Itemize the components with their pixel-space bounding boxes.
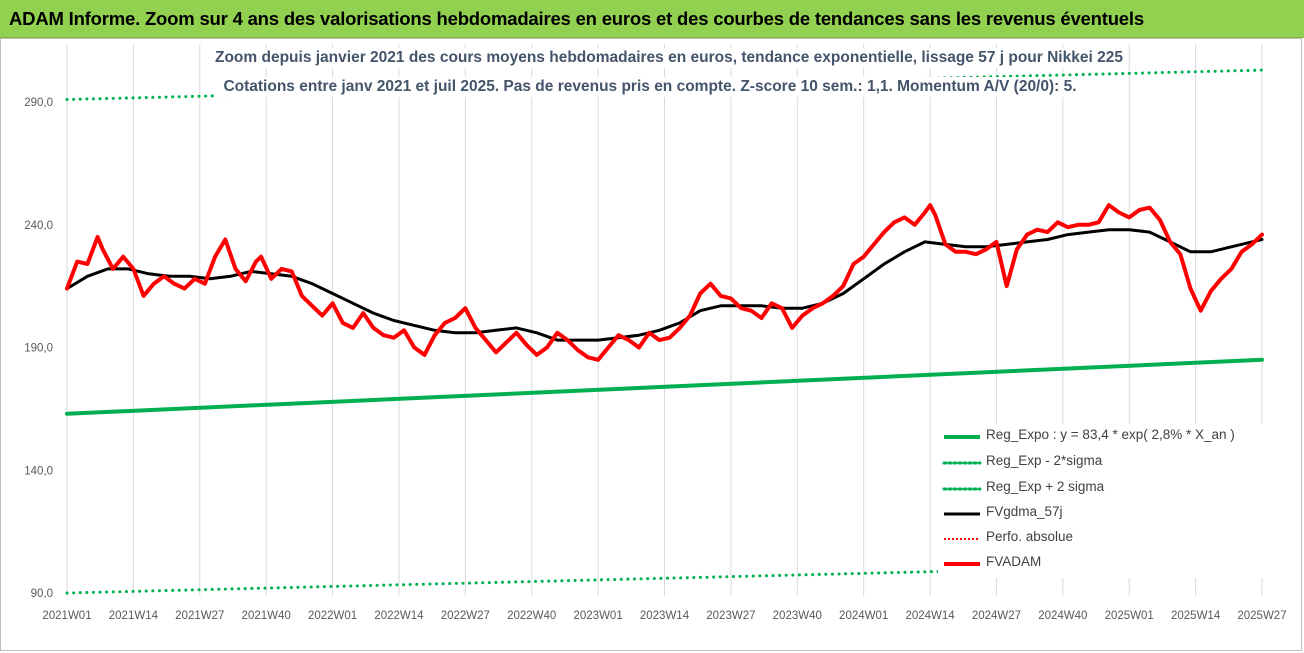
title-banner: ADAM Informe. Zoom sur 4 ans des valoris… xyxy=(0,0,1304,38)
x-tick-label: 2024W01 xyxy=(839,610,888,622)
x-tick-label: 2021W14 xyxy=(109,610,159,622)
y-tick-label: 140,0 xyxy=(24,465,53,477)
legend-swatch-fvgdma xyxy=(944,512,980,516)
legend-item-reg-exp-minus: Reg_Exp - 2*sigma xyxy=(938,452,1268,474)
y-tick-label: 290,0 xyxy=(24,97,53,109)
x-tick-label: 2024W14 xyxy=(905,610,955,622)
legend-label: FVADAM xyxy=(986,554,1042,569)
x-tick-label: 2021W40 xyxy=(242,610,291,622)
legend-swatch-reg-expo xyxy=(944,435,980,439)
y-axis-labels: 90,0 140,0 190,0 240,0 290,0 xyxy=(24,97,53,600)
y-tick-label: 90,0 xyxy=(31,588,53,600)
y-tick-label: 190,0 xyxy=(24,343,53,355)
legend-item-fvgdma: FVgdma_57j xyxy=(938,503,1268,525)
legend-label: FVgdma_57j xyxy=(986,504,1063,519)
x-tick-label: 2022W40 xyxy=(507,610,556,622)
legend-label: Perfo. absolue xyxy=(986,529,1074,544)
chart-subtitle-line2: Cotations entre janv 2021 et juil 2025. … xyxy=(215,77,1085,97)
legend-label: Reg_Expo : y = 83,4 * exp( 2,8% * X_an ) xyxy=(986,427,1235,442)
x-tick-label: 2022W14 xyxy=(374,610,424,622)
x-tick-label: 2022W27 xyxy=(441,610,490,622)
x-tick-label: 2024W27 xyxy=(972,610,1021,622)
legend-swatch-fvadam xyxy=(944,562,980,566)
legend-item-reg-expo: Reg_Expo : y = 83,4 * exp( 2,8% * X_an ) xyxy=(938,426,1268,448)
x-tick-label: 2024W40 xyxy=(1038,610,1087,622)
x-tick-label: 2021W01 xyxy=(42,610,91,622)
chart-legend: Reg_Expo : y = 83,4 * exp( 2,8% * X_an )… xyxy=(938,424,1268,578)
legend-label: Reg_Exp + 2 sigma xyxy=(986,479,1105,494)
banner-title: ADAM Informe. Zoom sur 4 ans des valoris… xyxy=(9,8,1144,29)
y-tick-label: 240,0 xyxy=(24,220,53,232)
x-tick-label: 2022W01 xyxy=(308,610,357,622)
chart-subtitle-line1: Zoom depuis janvier 2021 des cours moyen… xyxy=(215,48,1123,68)
grid-layer xyxy=(66,44,1263,596)
x-tick-label: 2023W27 xyxy=(706,610,755,622)
legend-swatch-reg-exp-plus xyxy=(942,487,982,491)
legend-item-fvadam: FVADAM xyxy=(938,553,1268,575)
x-tick-label: 2025W14 xyxy=(1171,610,1221,622)
fvadam-line xyxy=(65,203,1264,362)
legend-swatch-perfo-absolue xyxy=(944,538,980,540)
legend-item-reg-exp-plus: Reg_Exp + 2 sigma xyxy=(938,478,1268,500)
legend-swatch-reg-exp-minus xyxy=(942,461,982,465)
legend-item-perfo-absolue: Perfo. absolue xyxy=(938,528,1268,550)
x-tick-label: 2025W27 xyxy=(1237,610,1286,622)
x-tick-label: 2023W01 xyxy=(573,610,622,622)
legend-label: Reg_Exp - 2*sigma xyxy=(986,453,1103,468)
x-tick-label: 2023W14 xyxy=(640,610,690,622)
x-tick-label: 2025W01 xyxy=(1105,610,1154,622)
x-tick-label: 2023W40 xyxy=(773,610,822,622)
x-axis-labels: 2021W01 2021W14 2021W27 2021W40 2022W01 2022W… xyxy=(42,610,1286,622)
reg-expo-line xyxy=(65,357,1264,416)
x-tick-label: 2021W27 xyxy=(175,610,224,622)
